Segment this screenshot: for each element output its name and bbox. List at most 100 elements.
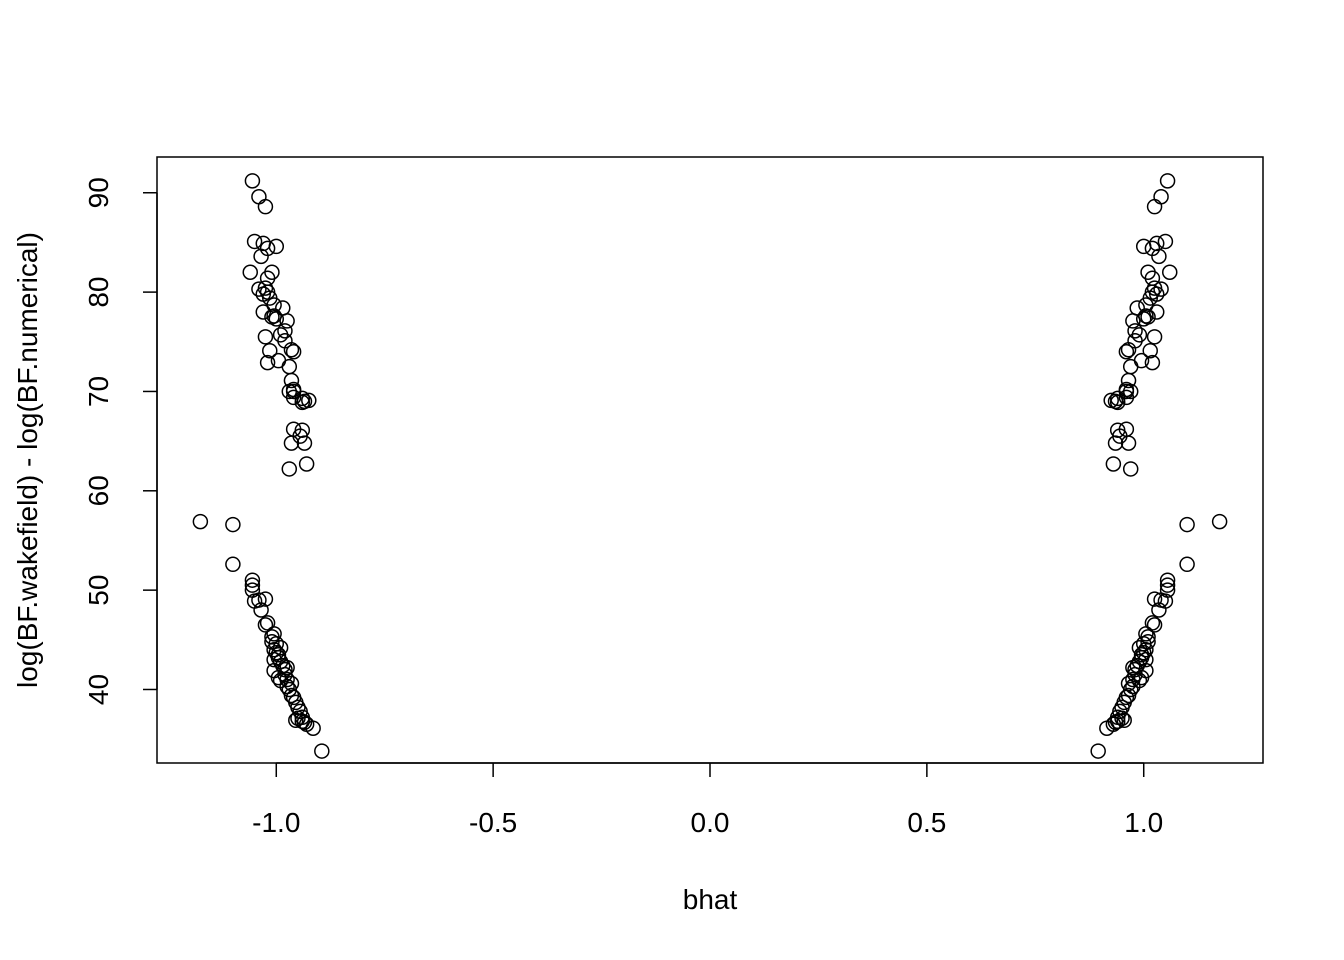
data-point (1138, 651, 1154, 668)
data-point (283, 372, 300, 389)
data-point (1118, 343, 1135, 360)
data-point (272, 640, 289, 656)
data-point (279, 313, 295, 329)
data-point (1125, 313, 1141, 329)
data-point (283, 687, 300, 704)
data-point (294, 390, 311, 407)
data-point (1179, 516, 1195, 533)
data-point (268, 644, 285, 661)
data-point (298, 456, 315, 472)
data-point (301, 392, 317, 409)
data-point (1105, 456, 1122, 472)
data-point (1122, 383, 1139, 400)
data-point (281, 358, 298, 375)
y-axis-label: log(BF.wakefield) - log(BF.numerical) (12, 232, 43, 688)
data-point (1151, 248, 1167, 265)
data-point (314, 743, 330, 759)
data-point (242, 264, 259, 280)
data-point (277, 323, 293, 339)
data-point (1135, 311, 1152, 327)
data-point (1099, 720, 1115, 736)
data-point (257, 329, 274, 345)
data-point (1127, 323, 1143, 339)
data-point (244, 173, 261, 189)
data-point (1109, 390, 1126, 407)
data-point (283, 435, 300, 451)
data-point (244, 572, 261, 588)
data-point (1153, 281, 1169, 297)
y-tick-label: 40 (83, 674, 114, 705)
data-point (253, 248, 269, 265)
data-point (1146, 329, 1163, 345)
data-point (285, 343, 302, 360)
data-point (1146, 617, 1163, 633)
data-point (268, 238, 285, 255)
data-point (225, 516, 241, 533)
data-point (305, 720, 321, 736)
x-tick-label: -0.5 (469, 807, 517, 838)
data-point (1120, 687, 1137, 704)
data-point (277, 661, 293, 678)
data-point (266, 651, 282, 668)
data-point (251, 281, 267, 297)
data-point (1144, 354, 1161, 371)
y-tick-label: 70 (83, 376, 114, 407)
data-point (1179, 556, 1195, 573)
data-point (1142, 342, 1158, 359)
data-point (1159, 577, 1176, 593)
data-point (259, 354, 276, 371)
data-point (279, 671, 295, 688)
data-point (1109, 394, 1126, 411)
data-point (1146, 198, 1163, 215)
y-tick-label: 50 (83, 575, 114, 606)
data-point (1133, 352, 1150, 369)
data-point (1148, 304, 1165, 320)
data-point (1131, 640, 1148, 656)
data-point (1151, 602, 1167, 618)
data-point (268, 311, 285, 327)
x-tick-label: 0.0 (691, 807, 730, 838)
data-point (246, 233, 263, 250)
data-point (1122, 358, 1139, 375)
data-point (1107, 714, 1124, 731)
data-point (1153, 188, 1169, 205)
data-point (281, 383, 298, 400)
data-point (266, 308, 282, 324)
x-axis: -1.0 -0.5 0.0 0.5 1.0 (252, 762, 1163, 838)
data-point (1157, 233, 1174, 250)
data-point (251, 188, 267, 205)
data-point (1109, 422, 1126, 438)
data-point (1159, 173, 1176, 189)
x-tick-label: 1.0 (1124, 807, 1163, 838)
data-point (1146, 591, 1163, 607)
data-point (1135, 238, 1152, 255)
data-point (192, 513, 209, 530)
y-tick-label: 60 (83, 475, 114, 506)
data-point (294, 394, 311, 411)
y-tick-label: 80 (83, 277, 114, 308)
data-point (294, 422, 311, 438)
data-point (270, 352, 287, 369)
data-point (281, 461, 298, 477)
data-point (1161, 264, 1178, 280)
data-point (1125, 671, 1141, 688)
data-point (1138, 641, 1154, 658)
data-point (266, 641, 282, 658)
data-point (251, 592, 267, 608)
data-point (1127, 661, 1143, 678)
data-point (253, 602, 269, 618)
data-point (1103, 392, 1119, 409)
data-point (296, 714, 313, 731)
data-point (1125, 659, 1141, 676)
x-tick-label: 0.5 (907, 807, 946, 838)
data-point (257, 198, 274, 215)
data-point (266, 626, 282, 642)
data-point (1138, 626, 1154, 642)
data-point (255, 304, 272, 320)
plot-frame (156, 156, 1264, 764)
data-point (1122, 461, 1139, 477)
data-point (1120, 341, 1137, 358)
data-point (279, 659, 295, 676)
data-point (1090, 743, 1106, 759)
